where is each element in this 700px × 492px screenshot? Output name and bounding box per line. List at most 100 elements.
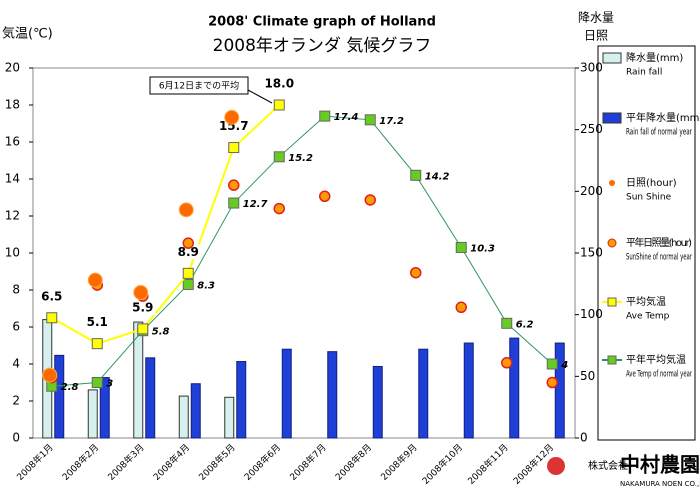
sunshine-normal-dot xyxy=(546,376,558,389)
x-tick-label: 2008年8月 xyxy=(333,441,374,482)
y-tick-label: 0 xyxy=(12,431,20,445)
legend-sublabel: Rain fall xyxy=(626,68,662,78)
bar xyxy=(87,389,98,439)
x-tick-label: 2008年2月 xyxy=(60,441,101,482)
data-label-box xyxy=(38,288,65,304)
sunshine-normal-dot xyxy=(410,266,422,279)
bar xyxy=(554,342,565,439)
temp-marker xyxy=(46,312,58,324)
y-tick-label: 6 xyxy=(12,320,20,334)
temp-marker xyxy=(364,114,376,126)
y-tick-label: 20 xyxy=(5,61,20,75)
data-label-box xyxy=(84,314,111,330)
data-label: 6.2 xyxy=(516,319,534,330)
temp-marker xyxy=(182,267,194,279)
y2-axis-label: 降水量 xyxy=(578,11,614,25)
bar xyxy=(281,348,292,439)
bar xyxy=(178,395,189,439)
temp-marker xyxy=(273,151,285,163)
y2-tick-label: 100 xyxy=(580,307,603,321)
legend-swatch xyxy=(607,297,617,307)
sunshine-normal-dot xyxy=(501,357,513,369)
bar xyxy=(145,357,156,439)
bar xyxy=(190,383,201,439)
bar xyxy=(372,365,383,439)
sunshine-normal-dot xyxy=(319,190,331,203)
sunshine-dot xyxy=(178,202,194,218)
legend-label: 平年降水量(mm) xyxy=(626,111,700,124)
data-label-box xyxy=(175,244,202,260)
y-tick-label: 18 xyxy=(5,98,20,112)
temp-marker xyxy=(228,197,240,209)
temp-marker xyxy=(501,317,513,329)
bar xyxy=(463,342,474,439)
temp-line xyxy=(51,115,553,387)
bar xyxy=(418,348,429,439)
temp-marker xyxy=(182,278,194,290)
x-tick-label: 2008年7月 xyxy=(287,441,328,482)
bar xyxy=(509,337,520,439)
y-tick-label: 16 xyxy=(5,135,20,149)
bar xyxy=(54,354,65,439)
x-tick-label: 2008年5月 xyxy=(196,441,237,482)
temp-line xyxy=(51,104,280,345)
temp-marker xyxy=(91,338,103,350)
temp-marker xyxy=(410,169,422,181)
data-label: 15.7 xyxy=(219,119,249,133)
temp-marker xyxy=(273,99,285,111)
data-label: 17.2 xyxy=(379,116,404,127)
y2-tick-label: 50 xyxy=(580,369,595,383)
data-label: 10.3 xyxy=(470,243,495,254)
data-label: 6.5 xyxy=(41,289,62,303)
temp-marker xyxy=(455,241,467,253)
sunshine-dot xyxy=(224,109,240,125)
legend-sublabel: Ave Temp of normal year xyxy=(626,370,692,380)
sunshine-dot xyxy=(42,367,58,383)
x-tick-label: 2008年4月 xyxy=(151,441,192,482)
data-label: 8.9 xyxy=(178,245,199,259)
x-tick-label: 2008年10月 xyxy=(420,441,466,487)
x-tick-label: 2008年11月 xyxy=(465,441,511,487)
annotation-box xyxy=(149,76,249,95)
y2-tick-label: 0 xyxy=(580,431,588,445)
data-label-box xyxy=(266,76,293,91)
y-tick-label: 4 xyxy=(12,357,20,371)
legend-swatch xyxy=(602,52,622,64)
y2-tick-label: 150 xyxy=(580,246,603,260)
sunshine-normal-dot xyxy=(182,237,194,249)
bar xyxy=(99,377,110,439)
x-tick-label: 2008年6月 xyxy=(242,441,283,482)
temp-marker xyxy=(546,358,558,370)
data-label: 3 xyxy=(106,379,113,390)
logo-icon xyxy=(547,457,565,475)
bar xyxy=(327,351,338,439)
legend-label: 平年日照量(hour) xyxy=(626,236,692,249)
sunshine-dot xyxy=(133,284,149,300)
y-axis-label: 気温(℃) xyxy=(2,26,53,42)
legend-sublabel: Ave Temp xyxy=(626,312,670,322)
data-label: 18.0 xyxy=(264,77,294,91)
annotation-line xyxy=(247,89,273,104)
legend-swatch xyxy=(607,238,617,248)
x-tick-label: 2008年1月 xyxy=(14,441,55,482)
y-tick-label: 14 xyxy=(5,172,20,186)
legend-swatch xyxy=(609,180,615,186)
legend-sublabel: Rain fall of normal year xyxy=(626,128,692,138)
legend-label: 平均気温 xyxy=(626,295,666,308)
y2-tick-label: 250 xyxy=(580,122,603,136)
sunshine-dot xyxy=(87,272,103,288)
legend-label: 降水量(mm) xyxy=(626,51,683,64)
chart-subtitle: 2008年オランダ 気候グラフ xyxy=(213,36,432,56)
data-label: 8.3 xyxy=(197,280,215,291)
x-tick-label: 2008年3月 xyxy=(105,441,146,482)
annotation: 6月12日までの平均 xyxy=(159,80,239,92)
sunshine-normal-dot xyxy=(273,202,285,215)
data-label: 4 xyxy=(560,360,568,371)
chart-title: 2008' Climate graph of Holland xyxy=(208,15,436,30)
temp-marker xyxy=(91,377,103,388)
y-tick-label: 8 xyxy=(12,283,20,297)
data-label: 2.8 xyxy=(61,382,79,393)
legend-sublabel: SunShine of normal year xyxy=(626,253,692,263)
logo-text: 中村農園 xyxy=(620,453,700,477)
data-label: 5.9 xyxy=(132,300,153,314)
